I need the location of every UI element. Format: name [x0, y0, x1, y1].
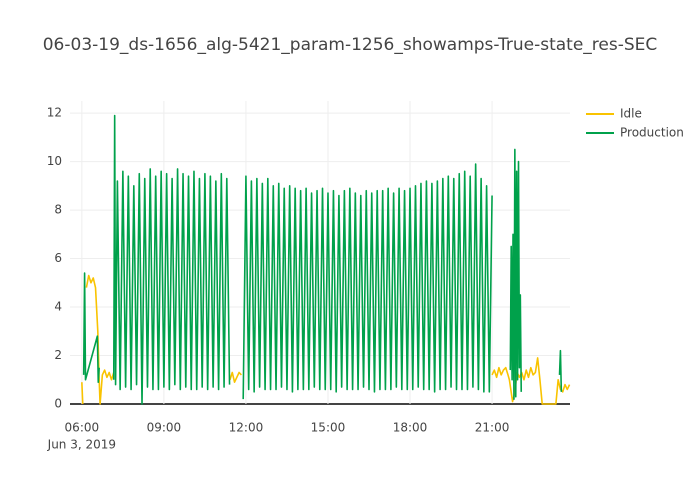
data-line [82, 114, 563, 405]
x-tick-label: 21:00 [475, 421, 510, 435]
x-tick-label: 15:00 [311, 421, 346, 435]
x-date-label: Jun 3, 2019 [47, 438, 116, 452]
x-tick-label: 12:00 [229, 421, 264, 435]
y-tick-label: 2 [54, 348, 62, 362]
data-line [81, 274, 571, 405]
x-tick-label: 18:00 [393, 421, 428, 435]
x-tick-label: 09:00 [147, 421, 182, 435]
y-tick-label: 8 [54, 203, 62, 217]
legend-label: Production [620, 126, 684, 140]
legend-label: Idle [620, 107, 642, 121]
y-tick-label: 6 [54, 251, 62, 265]
x-tick-label: 06:00 [65, 421, 100, 435]
y-tick-label: 12 [47, 106, 62, 120]
chart-title: 06-03-19_ds-1656_alg-5421_param-1256_sho… [43, 35, 658, 55]
y-tick-label: 10 [47, 154, 62, 168]
y-tick-label: 0 [54, 397, 62, 411]
y-tick-label: 4 [54, 300, 62, 314]
